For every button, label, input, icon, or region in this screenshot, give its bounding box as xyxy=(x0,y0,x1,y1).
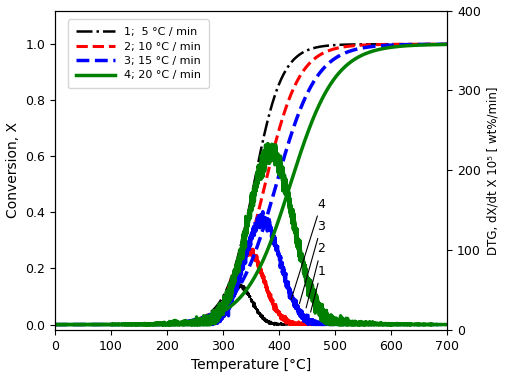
1;  5 °C / min xyxy=(444,42,450,46)
2; 10 °C / min xyxy=(217,304,223,309)
3; 15 °C / min xyxy=(413,42,419,47)
2; 10 °C / min xyxy=(238,267,244,271)
3; 15 °C / min xyxy=(217,307,223,311)
1;  5 °C / min xyxy=(413,42,419,46)
2; 10 °C / min xyxy=(432,42,438,46)
1;  5 °C / min xyxy=(337,43,343,47)
4; 20 °C / min xyxy=(217,311,223,315)
3; 15 °C / min xyxy=(432,42,438,46)
3; 15 °C / min xyxy=(444,42,450,46)
Line: 1;  5 °C / min: 1; 5 °C / min xyxy=(55,44,447,325)
2; 10 °C / min xyxy=(413,42,419,46)
4; 20 °C / min xyxy=(220,309,226,314)
1;  5 °C / min xyxy=(220,295,226,299)
Legend: 1;  5 °C / min, 2; 10 °C / min, 3; 15 °C / min, 4; 20 °C / min: 1; 5 °C / min, 2; 10 °C / min, 3; 15 °C … xyxy=(68,19,209,88)
3; 15 °C / min xyxy=(220,304,226,309)
Line: 3; 15 °C / min: 3; 15 °C / min xyxy=(55,44,447,325)
Text: 4: 4 xyxy=(291,197,325,299)
Line: 2; 10 °C / min: 2; 10 °C / min xyxy=(55,44,447,325)
3; 15 °C / min xyxy=(337,53,343,58)
1;  5 °C / min xyxy=(238,241,244,246)
2; 10 °C / min xyxy=(337,45,343,50)
X-axis label: Temperature [°C]: Temperature [°C] xyxy=(191,358,311,372)
Text: 1: 1 xyxy=(311,265,325,312)
2; 10 °C / min xyxy=(52,322,58,327)
4; 20 °C / min xyxy=(337,70,343,74)
3; 15 °C / min xyxy=(238,281,244,285)
4; 20 °C / min xyxy=(238,294,244,299)
2; 10 °C / min xyxy=(220,301,226,305)
4; 20 °C / min xyxy=(432,42,438,47)
1;  5 °C / min xyxy=(432,42,438,46)
Text: 2: 2 xyxy=(306,242,325,308)
Y-axis label: DTG, dX/dt X 10⁵ [ wt%/min]: DTG, dX/dt X 10⁵ [ wt%/min] xyxy=(486,86,499,255)
4; 20 °C / min xyxy=(444,42,450,47)
1;  5 °C / min xyxy=(52,322,58,327)
4; 20 °C / min xyxy=(413,43,419,48)
Line: 4; 20 °C / min: 4; 20 °C / min xyxy=(55,45,447,325)
4; 20 °C / min xyxy=(52,322,58,327)
Text: 3: 3 xyxy=(299,220,325,304)
3; 15 °C / min xyxy=(52,322,58,327)
Y-axis label: Conversion, X: Conversion, X xyxy=(6,122,20,218)
1;  5 °C / min xyxy=(217,300,223,304)
2; 10 °C / min xyxy=(444,42,450,46)
